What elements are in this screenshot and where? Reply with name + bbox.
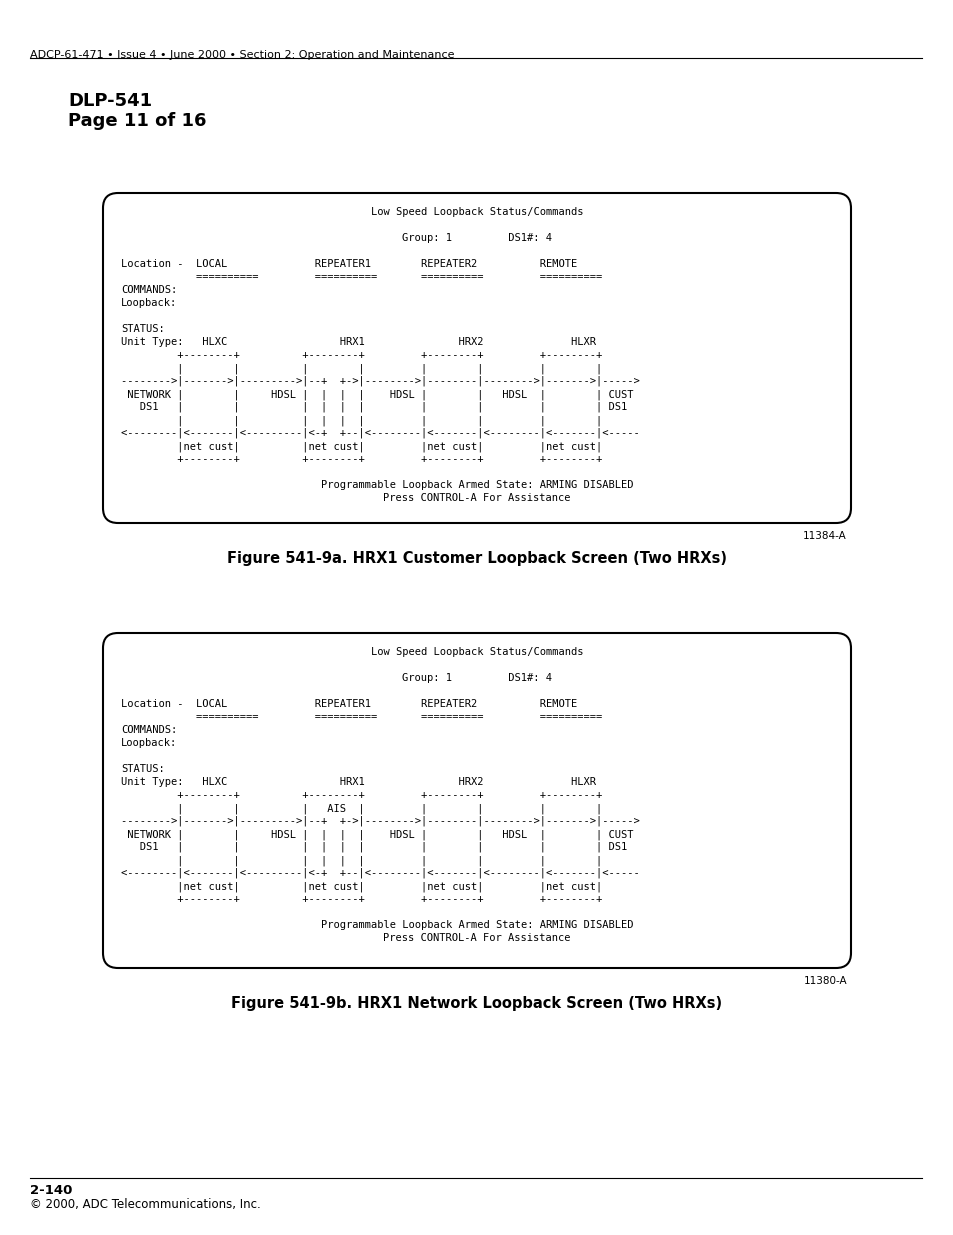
Text: DLP-541: DLP-541 bbox=[68, 91, 152, 110]
Text: STATUS:: STATUS: bbox=[121, 324, 165, 333]
Text: |        |          |  |  |  |         |        |         |        |: | | | | | | | | | | bbox=[121, 855, 601, 866]
Text: COMMANDS:: COMMANDS: bbox=[121, 285, 177, 295]
Text: Programmable Loopback Armed State: ARMING DISABLED: Programmable Loopback Armed State: ARMIN… bbox=[320, 920, 633, 930]
Text: |net cust|          |net cust|         |net cust|         |net cust|: |net cust| |net cust| |net cust| |net cu… bbox=[121, 881, 601, 892]
Text: Loopback:: Loopback: bbox=[121, 298, 177, 308]
Text: |        |          |   AIS  |         |        |         |        |: | | | AIS | | | | | bbox=[121, 803, 601, 814]
Text: -------->|------->|--------->|--+  +->|-------->|--------|-------->|------->|---: -------->|------->|--------->|--+ +->|--… bbox=[121, 375, 639, 387]
Text: © 2000, ADC Telecommunications, Inc.: © 2000, ADC Telecommunications, Inc. bbox=[30, 1198, 260, 1212]
Text: +--------+          +--------+         +--------+         +--------+: +--------+ +--------+ +--------+ +------… bbox=[121, 894, 601, 904]
Text: Location -  LOCAL              REPEATER1        REPEATER2          REMOTE: Location - LOCAL REPEATER1 REPEATER2 REM… bbox=[121, 259, 577, 269]
Text: ==========         ==========       ==========         ==========: ========== ========== ========== =======… bbox=[121, 272, 601, 282]
Text: |        |          |  |  |  |         |        |         |        |: | | | | | | | | | | bbox=[121, 415, 601, 426]
Text: <--------|<-------|<---------|<-+  +--|<--------|<-------|<--------|<-------|<--: <--------|<-------|<---------|<-+ +--|<-… bbox=[121, 429, 639, 438]
FancyBboxPatch shape bbox=[103, 634, 850, 968]
Text: Figure 541-9b. HRX1 Network Loopback Screen (Two HRXs): Figure 541-9b. HRX1 Network Loopback Scr… bbox=[232, 995, 721, 1011]
Text: NETWORK |        |     HDSL |  |  |  |    HDSL |        |   HDSL  |        | CUS: NETWORK | | HDSL | | | | HDSL | | HDSL |… bbox=[121, 829, 633, 840]
Text: +--------+          +--------+         +--------+         +--------+: +--------+ +--------+ +--------+ +------… bbox=[121, 350, 601, 359]
Text: Unit Type:   HLXC                  HRX1               HRX2              HLXR: Unit Type: HLXC HRX1 HRX2 HLXR bbox=[121, 777, 596, 787]
Text: 11380-A: 11380-A bbox=[802, 976, 846, 986]
Text: 11384-A: 11384-A bbox=[802, 531, 846, 541]
Text: |net cust|          |net cust|         |net cust|         |net cust|: |net cust| |net cust| |net cust| |net cu… bbox=[121, 441, 601, 452]
Text: Programmable Loopback Armed State: ARMING DISABLED: Programmable Loopback Armed State: ARMIN… bbox=[320, 480, 633, 490]
Text: Group: 1         DS1#: 4: Group: 1 DS1#: 4 bbox=[401, 233, 552, 243]
Text: 2-140: 2-140 bbox=[30, 1184, 72, 1197]
Text: Press CONTROL-A For Assistance: Press CONTROL-A For Assistance bbox=[383, 932, 570, 944]
Text: Figure 541-9a. HRX1 Customer Loopback Screen (Two HRXs): Figure 541-9a. HRX1 Customer Loopback Sc… bbox=[227, 551, 726, 566]
Text: DS1   |        |          |  |  |  |         |        |         |        | DS1: DS1 | | | | | | | | | | DS1 bbox=[121, 403, 626, 412]
Text: Loopback:: Loopback: bbox=[121, 739, 177, 748]
Text: Low Speed Loopback Status/Commands: Low Speed Loopback Status/Commands bbox=[371, 207, 582, 217]
Text: STATUS:: STATUS: bbox=[121, 764, 165, 774]
Text: +--------+          +--------+         +--------+         +--------+: +--------+ +--------+ +--------+ +------… bbox=[121, 790, 601, 800]
Text: Group: 1         DS1#: 4: Group: 1 DS1#: 4 bbox=[401, 673, 552, 683]
Text: DS1   |        |          |  |  |  |         |        |         |        | DS1: DS1 | | | | | | | | | | DS1 bbox=[121, 842, 626, 852]
Text: ==========         ==========       ==========         ==========: ========== ========== ========== =======… bbox=[121, 713, 601, 722]
Text: Location -  LOCAL              REPEATER1        REPEATER2          REMOTE: Location - LOCAL REPEATER1 REPEATER2 REM… bbox=[121, 699, 577, 709]
FancyBboxPatch shape bbox=[103, 193, 850, 522]
Text: Low Speed Loopback Status/Commands: Low Speed Loopback Status/Commands bbox=[371, 647, 582, 657]
Text: Press CONTROL-A For Assistance: Press CONTROL-A For Assistance bbox=[383, 493, 570, 503]
Text: <--------|<-------|<---------|<-+  +--|<--------|<-------|<--------|<-------|<--: <--------|<-------|<---------|<-+ +--|<-… bbox=[121, 868, 639, 878]
Text: COMMANDS:: COMMANDS: bbox=[121, 725, 177, 735]
Text: -------->|------->|--------->|--+  +->|-------->|--------|-------->|------->|---: -------->|------->|--------->|--+ +->|--… bbox=[121, 816, 639, 826]
Text: ADCP-61-471 • Issue 4 • June 2000 • Section 2: Operation and Maintenance: ADCP-61-471 • Issue 4 • June 2000 • Sect… bbox=[30, 49, 454, 61]
Text: +--------+          +--------+         +--------+         +--------+: +--------+ +--------+ +--------+ +------… bbox=[121, 454, 601, 464]
Text: Unit Type:   HLXC                  HRX1               HRX2              HLXR: Unit Type: HLXC HRX1 HRX2 HLXR bbox=[121, 337, 596, 347]
Text: |        |          |        |         |        |         |        |: | | | | | | | | bbox=[121, 363, 601, 373]
Text: NETWORK |        |     HDSL |  |  |  |    HDSL |        |   HDSL  |        | CUS: NETWORK | | HDSL | | | | HDSL | | HDSL |… bbox=[121, 389, 633, 399]
Text: Page 11 of 16: Page 11 of 16 bbox=[68, 112, 206, 130]
